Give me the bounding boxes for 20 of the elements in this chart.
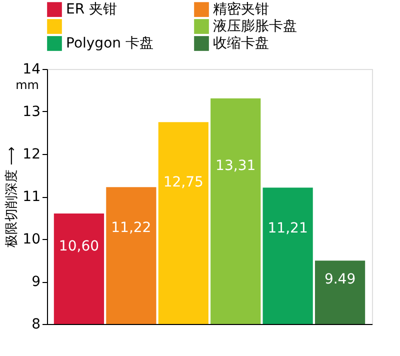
y-tick-label: 11 bbox=[22, 189, 40, 205]
y-tick-label: 12 bbox=[22, 146, 40, 162]
text: mm bbox=[16, 78, 39, 92]
y-tick-label: 8 bbox=[32, 316, 40, 332]
y-tick-label: 13 bbox=[22, 104, 40, 120]
legend-label: 精密夹钳 bbox=[213, 2, 269, 18]
y-tick-label: 10 bbox=[22, 232, 40, 248]
y-tick-label: 14 bbox=[22, 62, 41, 78]
data-label: 9.49 bbox=[324, 272, 356, 288]
data-label: 13,31 bbox=[216, 158, 256, 174]
legend-label: 液压膨胀卡盘 bbox=[213, 18, 297, 34]
legend-label: ER 夹钳 bbox=[66, 2, 118, 18]
data-label: 11,22 bbox=[111, 220, 152, 236]
y-axis-title: 极限切削深度 ⟶ bbox=[4, 146, 20, 248]
data-label: 10,60 bbox=[58, 238, 100, 255]
legend-label: Polygon 卡盘 bbox=[66, 36, 154, 52]
data-label: 12,75 bbox=[163, 174, 204, 191]
data-label: 11,21 bbox=[268, 220, 308, 237]
legend-label: 收缩卡盘 bbox=[213, 36, 269, 52]
y-tick-label: 9 bbox=[32, 274, 40, 290]
